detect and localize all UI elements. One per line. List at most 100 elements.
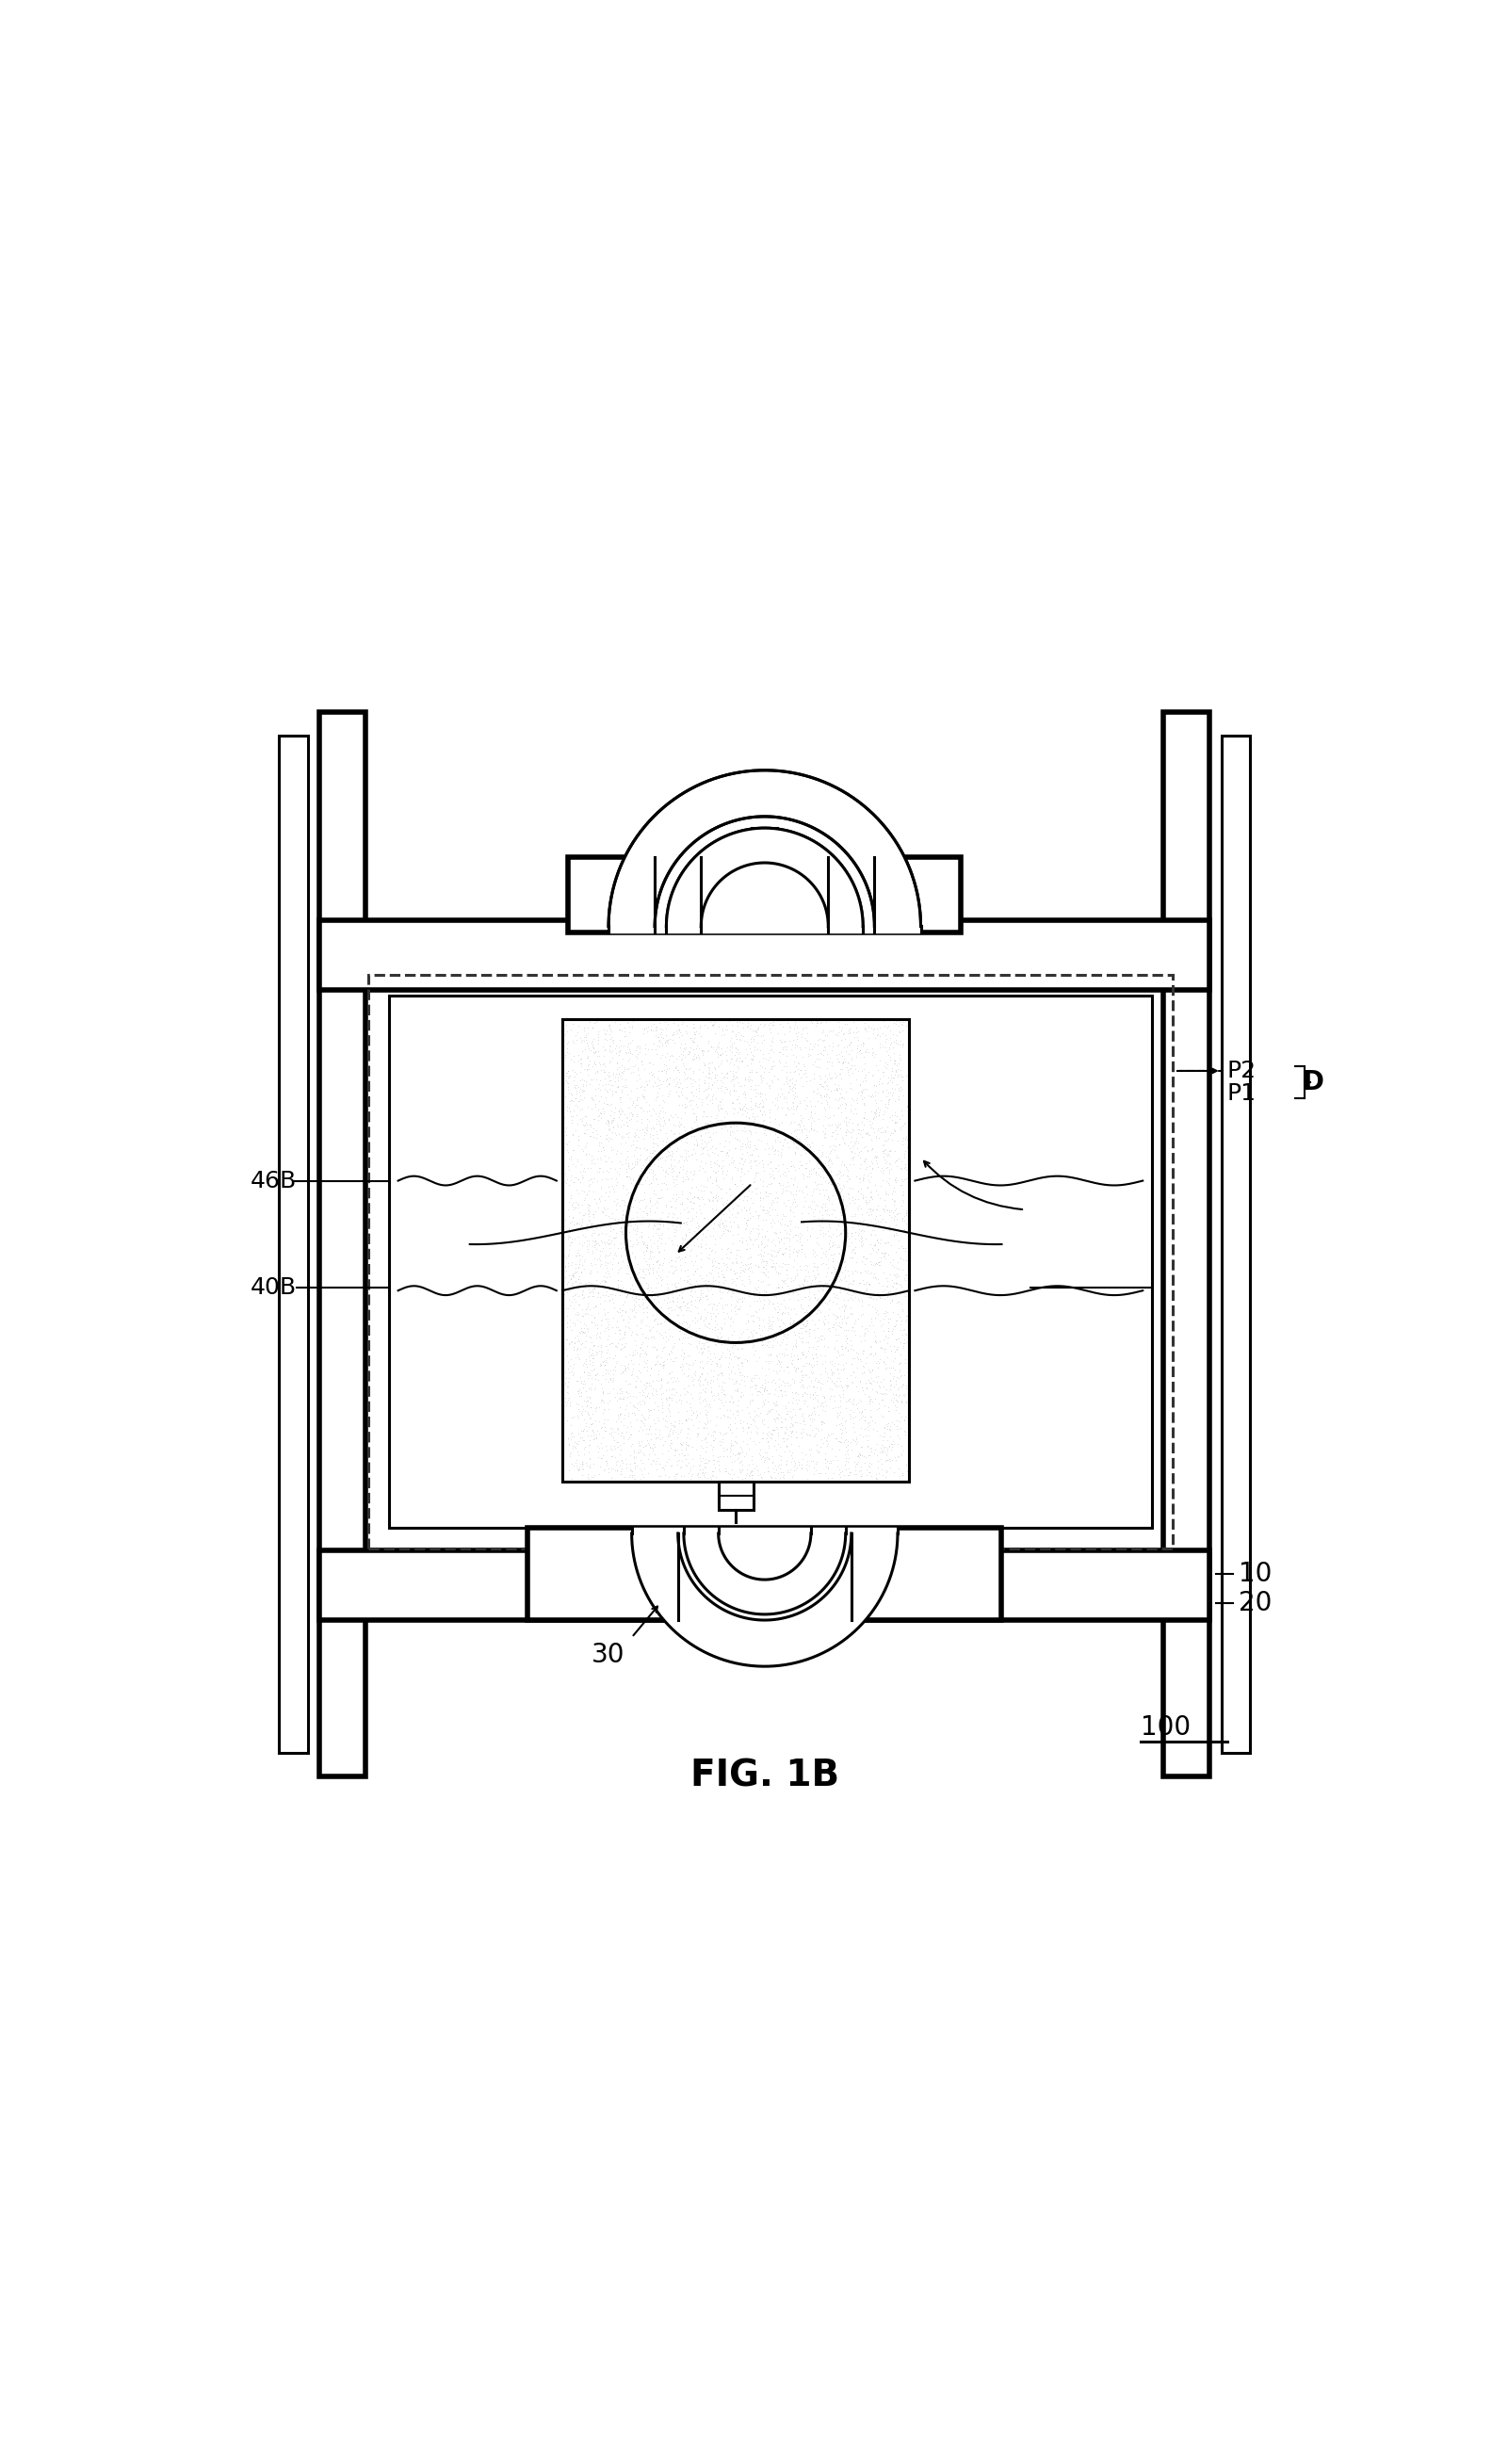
Point bbox=[691, 1129, 715, 1168]
Point bbox=[630, 1217, 653, 1257]
Point bbox=[722, 1180, 746, 1220]
Point bbox=[843, 1195, 867, 1234]
Point bbox=[785, 1185, 809, 1225]
Point bbox=[712, 1291, 736, 1331]
Point bbox=[653, 1316, 677, 1355]
Point bbox=[803, 1387, 827, 1427]
Point bbox=[628, 1060, 652, 1099]
Point bbox=[886, 1067, 910, 1106]
Point bbox=[831, 1119, 855, 1158]
Point bbox=[855, 1370, 879, 1409]
Point bbox=[694, 1227, 718, 1266]
Point bbox=[804, 1340, 828, 1380]
Point bbox=[822, 1303, 846, 1343]
Point bbox=[565, 1432, 589, 1471]
Point bbox=[712, 1333, 736, 1372]
Point bbox=[628, 1067, 652, 1106]
Point bbox=[747, 1212, 771, 1252]
Point bbox=[810, 1188, 834, 1227]
Point bbox=[771, 1350, 795, 1390]
Point bbox=[677, 1210, 701, 1249]
Point bbox=[712, 1126, 736, 1165]
Point bbox=[849, 1032, 873, 1072]
Point bbox=[747, 1143, 771, 1183]
Point bbox=[815, 1446, 839, 1486]
Point bbox=[750, 1459, 774, 1498]
Point bbox=[558, 1301, 582, 1340]
Point bbox=[864, 1195, 888, 1234]
Point bbox=[577, 1377, 601, 1417]
Point bbox=[789, 1030, 813, 1069]
Point bbox=[727, 1392, 750, 1432]
Point bbox=[606, 1057, 630, 1096]
Point bbox=[565, 1301, 589, 1340]
Point bbox=[713, 1183, 737, 1222]
Point bbox=[565, 1370, 589, 1409]
Point bbox=[747, 1045, 771, 1084]
Point bbox=[765, 1077, 789, 1116]
Point bbox=[894, 1276, 918, 1316]
Point bbox=[753, 1173, 777, 1212]
Point bbox=[570, 1313, 594, 1353]
Point bbox=[607, 1077, 631, 1116]
Point bbox=[571, 1195, 595, 1234]
Point bbox=[785, 1350, 809, 1390]
Point bbox=[618, 1414, 642, 1454]
Point bbox=[565, 1338, 589, 1377]
Point bbox=[685, 1121, 709, 1161]
Point bbox=[853, 1084, 877, 1124]
Point bbox=[642, 1025, 665, 1064]
Point bbox=[850, 1353, 874, 1392]
Point bbox=[709, 1338, 733, 1377]
Point bbox=[607, 1153, 631, 1193]
Point bbox=[622, 1387, 646, 1427]
Point bbox=[837, 1050, 861, 1089]
Point bbox=[818, 1099, 841, 1138]
Point bbox=[613, 1316, 637, 1355]
Point bbox=[624, 1286, 648, 1326]
Point bbox=[619, 1311, 643, 1350]
Point bbox=[789, 1279, 813, 1318]
Point bbox=[789, 1308, 813, 1348]
Point bbox=[861, 1077, 885, 1116]
Point bbox=[659, 1153, 683, 1193]
Point bbox=[719, 1299, 743, 1338]
Point bbox=[868, 1242, 892, 1281]
Point bbox=[656, 1390, 680, 1429]
Point bbox=[846, 1441, 870, 1481]
Point bbox=[564, 1269, 588, 1308]
Point bbox=[630, 1409, 653, 1449]
Point bbox=[594, 1262, 618, 1301]
Point bbox=[616, 1363, 640, 1402]
Point bbox=[889, 1434, 913, 1473]
Point bbox=[557, 1419, 580, 1459]
Point bbox=[561, 1092, 585, 1131]
Point bbox=[765, 1252, 789, 1291]
Point bbox=[679, 1456, 703, 1496]
Point bbox=[670, 1183, 694, 1222]
Point bbox=[707, 1084, 731, 1124]
Point bbox=[564, 1244, 588, 1284]
Point bbox=[809, 1385, 833, 1424]
Point bbox=[631, 1434, 655, 1473]
Point bbox=[752, 1370, 776, 1409]
Point bbox=[746, 1015, 770, 1055]
Point bbox=[728, 1032, 752, 1072]
Point bbox=[658, 1412, 682, 1451]
Point bbox=[700, 1027, 724, 1067]
Point bbox=[728, 1020, 752, 1060]
Point bbox=[885, 1247, 909, 1286]
Point bbox=[709, 1239, 733, 1279]
Point bbox=[557, 1247, 580, 1286]
Point bbox=[668, 1104, 692, 1143]
Point bbox=[856, 1052, 880, 1092]
Point bbox=[773, 1271, 797, 1311]
Point bbox=[746, 1262, 770, 1301]
Point bbox=[612, 1326, 636, 1365]
Point bbox=[758, 1096, 782, 1136]
Point bbox=[767, 1222, 791, 1262]
Point bbox=[810, 1067, 834, 1106]
Point bbox=[841, 1079, 865, 1119]
Point bbox=[680, 1345, 704, 1385]
Point bbox=[683, 1264, 707, 1303]
